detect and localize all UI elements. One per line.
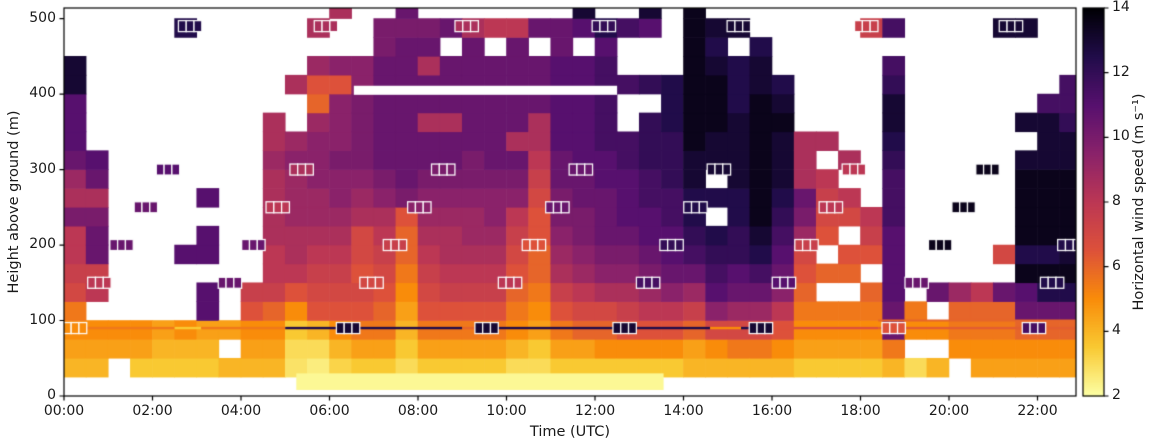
x-tick-label: 22:00 [1017, 403, 1058, 419]
colorbar-tick-label: 8 [1112, 193, 1121, 209]
y-tick-label: 0 [47, 387, 56, 403]
colorbar-tick-label: 10 [1112, 128, 1130, 145]
y-tick-label: 300 [29, 160, 56, 177]
y-tick-label: 400 [29, 85, 56, 102]
x-tick-label: 20:00 [928, 403, 970, 419]
x-axis-title: Time (UTC) [529, 424, 611, 440]
x-tick-label: 10:00 [486, 403, 527, 419]
y-tick-label: 200 [29, 236, 56, 253]
y-tick-label: 500 [29, 10, 56, 26]
colorbar-tick-label: 6 [1112, 257, 1121, 274]
x-tick-label: 16:00 [751, 403, 793, 419]
colorbar-tick-label: 2 [1112, 387, 1121, 403]
x-tick-label: 02:00 [132, 403, 173, 419]
x-tick-label: 18:00 [840, 403, 881, 419]
x-tick-label: 06:00 [309, 403, 350, 419]
y-tick-label: 100 [29, 311, 56, 328]
colorbar-tick-label: 14 [1112, 0, 1130, 15]
colorbar-tick-label: 12 [1112, 63, 1130, 80]
x-tick-label: 04:00 [220, 403, 262, 419]
x-tick-label: 08:00 [397, 403, 439, 419]
y-axis-title: Height above ground (m) [6, 110, 22, 294]
colorbar-tick-label: 4 [1112, 322, 1121, 339]
x-tick-label: 12:00 [574, 403, 616, 419]
colorbar-title: Horizontal wind speed (m s⁻¹) [1131, 93, 1147, 311]
x-tick-label: 14:00 [663, 403, 704, 419]
x-tick-label: 00:00 [43, 403, 85, 419]
